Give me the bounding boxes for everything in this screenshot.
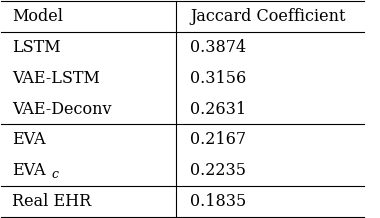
Text: 0.2631: 0.2631 — [190, 100, 246, 118]
Text: 0.3156: 0.3156 — [190, 70, 247, 87]
Text: 0.2167: 0.2167 — [190, 131, 246, 148]
Text: c: c — [52, 168, 59, 181]
Text: VAE-Deconv: VAE-Deconv — [12, 100, 112, 118]
Text: 0.2235: 0.2235 — [190, 162, 246, 179]
Text: Real EHR: Real EHR — [12, 193, 92, 210]
Text: LSTM: LSTM — [12, 39, 61, 56]
Text: EVA: EVA — [12, 162, 46, 179]
Text: Jaccard Coefficient: Jaccard Coefficient — [190, 8, 346, 25]
Text: VAE-LSTM: VAE-LSTM — [12, 70, 100, 87]
Text: Model: Model — [12, 8, 63, 25]
Text: 0.1835: 0.1835 — [190, 193, 247, 210]
Text: EVA: EVA — [12, 131, 46, 148]
Text: 0.3874: 0.3874 — [190, 39, 246, 56]
